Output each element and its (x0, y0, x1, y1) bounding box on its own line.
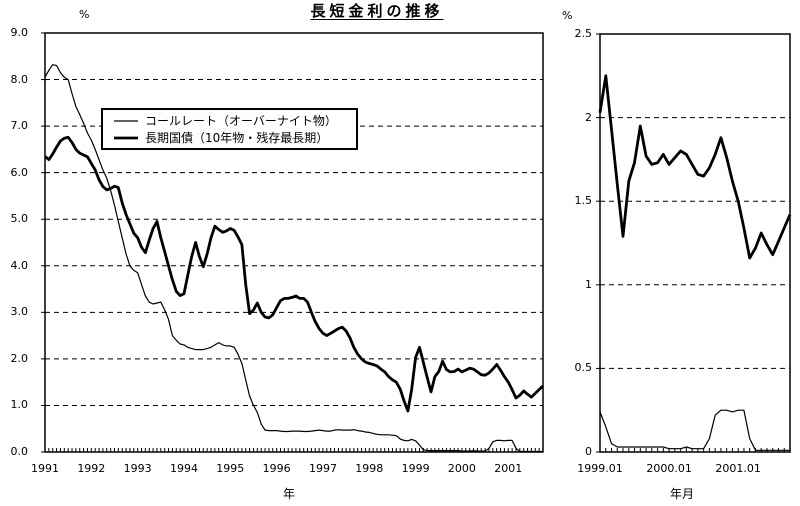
y-tick-label: 8.0 (10, 72, 29, 86)
legend-item-call-rate: コールレート（オーバーナイト物） (113, 112, 356, 129)
thick-line-sample-icon (114, 136, 138, 139)
x-tick-label: 1997 (308, 462, 337, 475)
legend: コールレート（オーバーナイト物） 長期国債（10年物・残存最長期） (101, 108, 358, 150)
left-y-axis-unit: % (79, 8, 90, 21)
right-x-axis-title: 年月 (669, 487, 694, 501)
x-tick-label: 1991 (31, 462, 59, 475)
y-tick-label: 1.0 (10, 398, 29, 412)
chart-title: 長短金利の推移 (310, 2, 444, 20)
legend-label-jgb: 長期国債（10年物・残存最長期） (145, 131, 329, 145)
y-tick-label: 1 (585, 277, 592, 291)
x-tick-label: 1998 (355, 462, 384, 475)
x-tick-label: 2001.01 (715, 462, 761, 475)
legend-label-call-rate: コールレート（オーバーナイト物） (145, 114, 337, 128)
y-tick-label: 2.0 (10, 351, 29, 365)
series-line-call-rate (599, 409, 790, 451)
series-line-call-rate (44, 64, 543, 453)
y-tick-label: 6.0 (10, 165, 29, 179)
plot-frame (44, 32, 544, 453)
right-y-axis-unit: % (562, 9, 573, 22)
y-tick-label: 0 (585, 445, 592, 458)
left-x-axis-title: 年 (282, 487, 295, 501)
x-tick-label: 1999 (401, 462, 430, 475)
y-tick-label: 0.5 (574, 361, 593, 375)
x-tick-label: 1996 (262, 462, 291, 475)
y-tick-label: 9.0 (10, 26, 29, 39)
thin-line-sample-icon (114, 119, 138, 122)
x-tick-label: 2000 (447, 462, 476, 475)
legend-item-jgb: 長期国債（10年物・残存最長期） (113, 129, 356, 146)
x-tick-label: 2001 (494, 462, 523, 475)
plot-frame (599, 33, 791, 453)
series-line-jgb (44, 135, 544, 413)
x-tick-label: 2000.01 (646, 462, 692, 475)
y-tick-label: 2 (585, 110, 592, 124)
x-tick-label: 1993 (123, 462, 152, 475)
series-line-jgb (598, 74, 792, 260)
y-tick-label: 2.5 (574, 27, 593, 40)
y-tick-label: 3.0 (10, 305, 29, 319)
y-tick-label: 1.5 (574, 194, 593, 208)
y-tick-label: 7.0 (10, 119, 29, 133)
y-tick-label: 0.0 (10, 445, 29, 458)
x-tick-label: 1992 (77, 462, 106, 475)
x-tick-label: 1999.01 (577, 462, 623, 475)
y-tick-label: 4.0 (10, 258, 29, 272)
y-tick-label: 5.0 (10, 212, 29, 226)
x-tick-label: 1995 (216, 462, 245, 475)
x-tick-label: 1994 (169, 462, 198, 475)
